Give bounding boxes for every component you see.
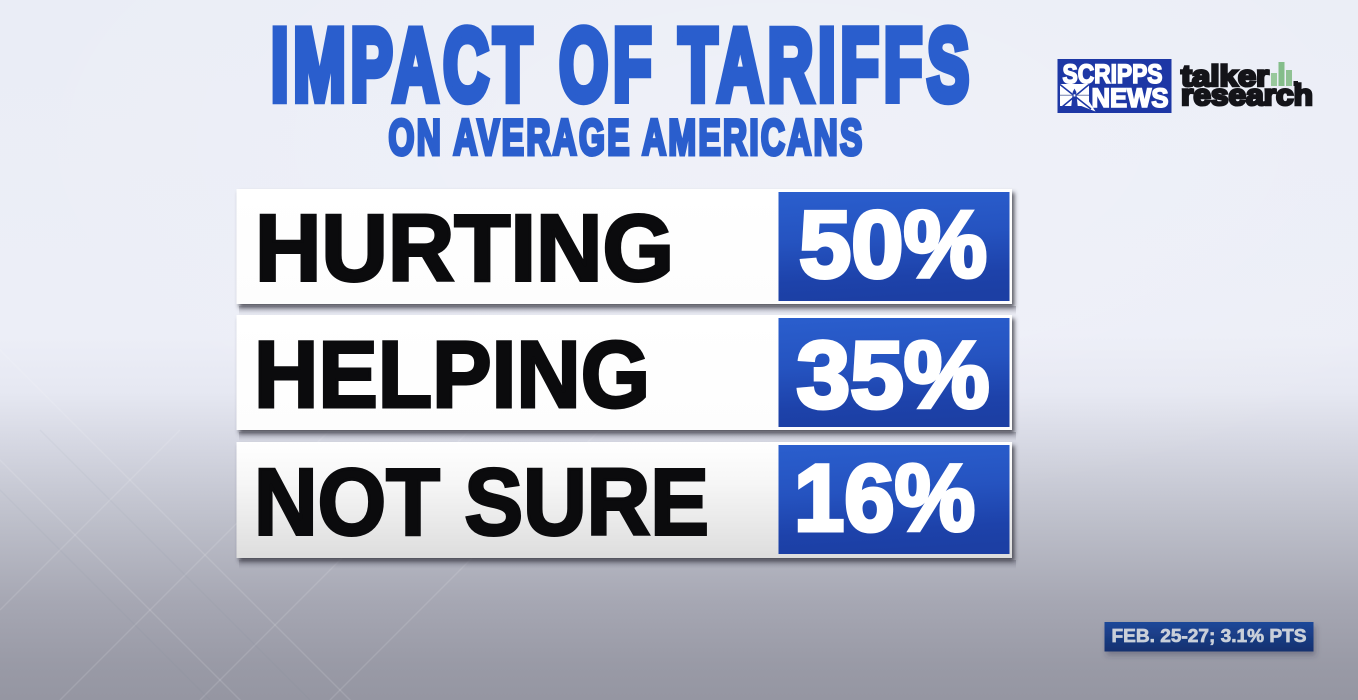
svg-text:HURTING: HURTING [255,196,674,302]
svg-text:16%: 16% [794,446,975,552]
svg-text:IMPACT OF TARIFFS: IMPACT OF TARIFFS [271,7,974,122]
svg-text:FEB. 25-27; 3.1% PTS: FEB. 25-27; 3.1% PTS [1112,626,1307,646]
svg-text:HELPING: HELPING [254,322,650,428]
svg-text:ON AVERAGE AMERICANS: ON AVERAGE AMERICANS [389,110,865,166]
svg-text:NEWS: NEWS [1092,83,1169,113]
svg-text:50%: 50% [799,192,987,298]
svg-text:NOT SURE: NOT SURE [254,450,709,556]
svg-text:talker: talker [1181,60,1269,93]
svg-text:research: research [1181,79,1313,112]
svg-text:35%: 35% [797,323,990,429]
